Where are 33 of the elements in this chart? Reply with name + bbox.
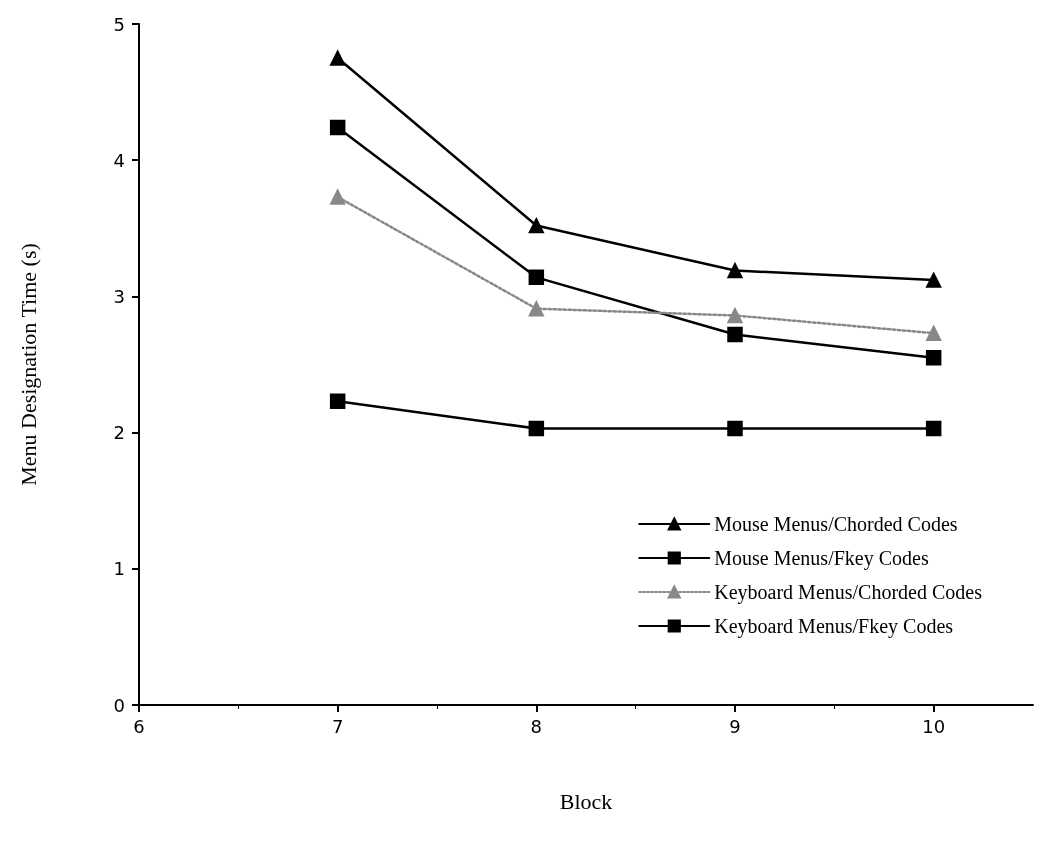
y-axis-title: Menu Designation Time (s) — [15, 243, 41, 486]
x-tick-label: 6 — [133, 715, 145, 737]
y-tick-label: 5 — [113, 13, 125, 35]
point — [727, 326, 743, 343]
legend-label: Mouse Menus/Fkey Codes — [714, 547, 929, 570]
x-tick-label: 9 — [729, 715, 741, 737]
point — [925, 349, 942, 366]
x-tick-label: 10 — [922, 715, 946, 737]
legend-label: Keyboard Menus/Chorded Codes — [714, 581, 983, 604]
point — [925, 272, 942, 288]
point — [329, 189, 346, 205]
y-tick-label: 0 — [113, 694, 125, 716]
y-tick-label: 4 — [113, 149, 125, 171]
x-axis-title: Block — [559, 788, 613, 814]
y-tick-label: 1 — [113, 558, 125, 580]
legend-label: Mouse Menus/Chorded Codes — [714, 513, 958, 535]
point — [329, 119, 346, 136]
point — [528, 300, 545, 317]
point — [528, 420, 545, 437]
x-tick-label: 7 — [331, 715, 344, 737]
legend-label: Keyboard Menus/Fkey Codes — [714, 615, 954, 638]
y-tick-label: 2 — [113, 422, 125, 444]
point — [727, 420, 743, 437]
point — [925, 325, 942, 341]
point — [528, 217, 545, 234]
point — [727, 307, 743, 324]
point — [528, 269, 545, 286]
point — [727, 262, 743, 279]
y-tick-label: 3 — [113, 285, 125, 307]
point — [329, 50, 346, 66]
point — [329, 393, 346, 410]
point — [925, 420, 942, 437]
x-tick-label: 8 — [530, 715, 543, 737]
